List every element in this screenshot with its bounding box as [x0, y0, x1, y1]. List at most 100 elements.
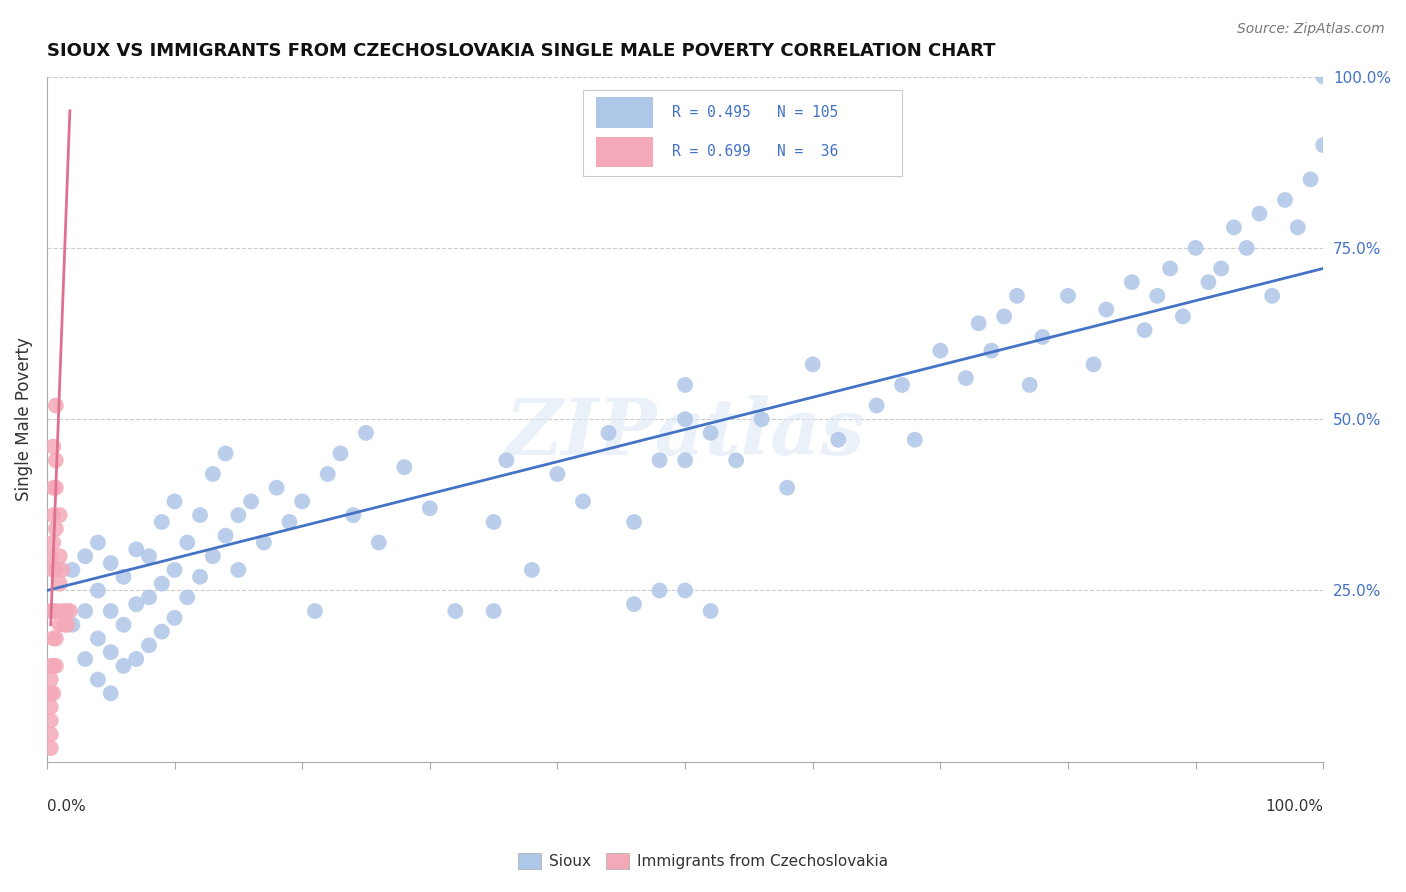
Point: [827, 433, 849, 447]
Point: [1146, 289, 1168, 303]
Point: [39, 714, 62, 728]
Point: [482, 604, 505, 618]
Point: [699, 425, 721, 440]
Point: [39, 727, 62, 741]
Point: [1211, 261, 1233, 276]
Point: [648, 453, 671, 467]
Point: [42, 535, 65, 549]
Point: [56, 617, 79, 632]
Point: [367, 535, 389, 549]
Point: [42, 604, 65, 618]
Point: [980, 343, 1002, 358]
Point: [112, 570, 135, 584]
Point: [150, 515, 173, 529]
Point: [150, 576, 173, 591]
Point: [228, 563, 250, 577]
Point: [59, 604, 82, 618]
Point: [163, 494, 186, 508]
Point: [1299, 172, 1322, 186]
Point: [993, 310, 1015, 324]
Point: [42, 686, 65, 700]
Point: [87, 583, 110, 598]
Point: [598, 425, 620, 440]
Point: [176, 535, 198, 549]
Point: [1083, 357, 1105, 371]
Point: [48, 549, 70, 564]
Point: [45, 658, 67, 673]
Point: [776, 481, 799, 495]
Point: [673, 583, 696, 598]
Point: [1261, 289, 1284, 303]
Point: [316, 467, 339, 481]
Text: 100.0%: 100.0%: [1265, 799, 1323, 814]
Point: [228, 508, 250, 522]
Point: [48, 576, 70, 591]
Point: [39, 549, 62, 564]
Point: [188, 570, 211, 584]
Point: [394, 460, 416, 475]
Point: [673, 453, 696, 467]
Point: [100, 556, 122, 570]
Point: [138, 591, 160, 605]
Point: [1121, 275, 1143, 289]
Point: [1286, 220, 1309, 235]
Point: [725, 453, 748, 467]
Point: [138, 638, 160, 652]
Point: [75, 652, 97, 666]
Point: [673, 378, 696, 392]
Point: [87, 535, 110, 549]
Point: [1223, 220, 1246, 235]
Point: [546, 467, 568, 481]
Point: [1236, 241, 1258, 255]
Point: [623, 515, 645, 529]
Point: [55, 604, 77, 618]
Point: [100, 604, 122, 618]
Point: [1005, 289, 1028, 303]
Point: [955, 371, 977, 385]
Point: [201, 549, 224, 564]
Text: 0.0%: 0.0%: [46, 799, 86, 814]
Point: [1018, 378, 1040, 392]
Point: [214, 529, 236, 543]
Point: [1249, 206, 1271, 220]
Point: [967, 316, 990, 330]
Point: [354, 425, 377, 440]
Point: [42, 481, 65, 495]
Point: [100, 645, 122, 659]
Text: SIOUX VS IMMIGRANTS FROM CZECHOSLOVAKIA SINGLE MALE POVERTY CORRELATION CHART: SIOUX VS IMMIGRANTS FROM CZECHOSLOVAKIA …: [46, 42, 995, 60]
Point: [39, 700, 62, 714]
Text: ZIPatlas: ZIPatlas: [505, 394, 865, 471]
Point: [1159, 261, 1181, 276]
Point: [45, 453, 67, 467]
Point: [1133, 323, 1156, 337]
Point: [45, 563, 67, 577]
Point: [45, 481, 67, 495]
Point: [62, 617, 84, 632]
Point: [1095, 302, 1118, 317]
Point: [253, 535, 276, 549]
Point: [572, 494, 595, 508]
Point: [904, 433, 927, 447]
Point: [1031, 330, 1053, 344]
Point: [39, 658, 62, 673]
Point: [138, 549, 160, 564]
Point: [482, 515, 505, 529]
Point: [39, 686, 62, 700]
Point: [163, 563, 186, 577]
Point: [291, 494, 314, 508]
Point: [75, 549, 97, 564]
Point: [62, 563, 84, 577]
Point: [929, 343, 952, 358]
Text: Source: ZipAtlas.com: Source: ZipAtlas.com: [1237, 22, 1385, 37]
Point: [125, 652, 148, 666]
Point: [751, 412, 773, 426]
Point: [623, 597, 645, 611]
Point: [329, 446, 352, 460]
Point: [278, 515, 301, 529]
Point: [304, 604, 326, 618]
Point: [444, 604, 467, 618]
Point: [51, 604, 73, 618]
Point: [39, 604, 62, 618]
Point: [51, 563, 73, 577]
Point: [87, 673, 110, 687]
